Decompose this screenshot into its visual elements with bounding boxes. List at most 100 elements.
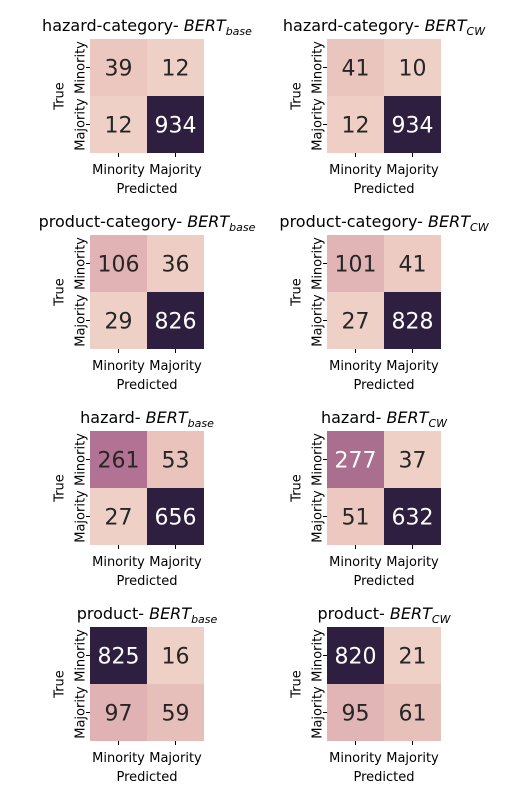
- cell-value-label: 41: [342, 57, 370, 82]
- cell-value-label: 37: [399, 449, 427, 474]
- heatmap-cell: [147, 292, 204, 349]
- chart-title: hazard-category- BERTbase: [42, 16, 252, 38]
- x-tick-label: Majority: [149, 555, 202, 570]
- chart-title: product-category- BERTbase: [39, 212, 256, 234]
- chart-title: hazard- BERTbase: [80, 408, 214, 430]
- heatmap-cell: [147, 39, 204, 96]
- cell-value-label: 12: [342, 114, 370, 139]
- heatmap-cell: [90, 488, 147, 545]
- cell-value-label: 12: [105, 114, 133, 139]
- y-tick-label: Majority: [311, 98, 326, 151]
- cell-value-label: 29: [105, 310, 133, 335]
- heatmap-cell: [384, 488, 441, 545]
- heatmap-cell: [147, 235, 204, 292]
- cell-value-label: 21: [399, 645, 427, 670]
- chart-title: product-category- BERTCW: [279, 212, 489, 234]
- x-axis-label: Predicted: [353, 770, 414, 785]
- x-tick-label: Majority: [149, 751, 202, 766]
- y-axis-label: True: [53, 278, 68, 307]
- heatmap-cell: [90, 431, 147, 488]
- cell-value-label: 97: [105, 702, 133, 727]
- heatmap-cell: [90, 627, 147, 684]
- heatmap-cell: [90, 684, 147, 741]
- title-prefix: hazard-: [321, 408, 386, 427]
- chart-title: product- BERTCW: [318, 604, 452, 626]
- title-model: BERT: [146, 408, 189, 427]
- title-prefix: hazard-: [80, 408, 145, 427]
- confusion-matrix-2: hazard-category- BERTCW 41 10 12 934 Minority…: [283, 16, 486, 197]
- title-model: BERT: [390, 604, 433, 623]
- y-tick-label: Minority: [74, 433, 89, 486]
- cell-value-label: 27: [342, 310, 370, 335]
- confusion-matrix-3: product-category- BERTbase 106 36 29 826 Mino…: [39, 212, 256, 393]
- cell-value-label: 10: [399, 57, 427, 82]
- x-tick-label: Minority: [92, 555, 145, 570]
- cell-value-label: 277: [335, 449, 377, 474]
- y-axis-label: True: [290, 278, 305, 307]
- cell-value-label: 632: [392, 506, 434, 531]
- heatmap-cell: [327, 96, 384, 153]
- x-tick-label: Majority: [149, 359, 202, 374]
- x-tick-label: Minority: [329, 751, 382, 766]
- y-tick-label: Majority: [74, 294, 89, 347]
- cell-value-label: 820: [335, 645, 377, 670]
- heatmap-cell: [147, 488, 204, 545]
- heatmap-cell: [327, 292, 384, 349]
- chart-title: hazard- BERTCW: [321, 408, 448, 430]
- title-prefix: product-category-: [39, 212, 188, 231]
- heatmap-cell: [147, 96, 204, 153]
- cell-value-label: 934: [155, 114, 197, 139]
- confusion-matrix-4: product-category- BERTCW 101 41 27 828 Minori…: [279, 212, 489, 393]
- heatmap-cell: [90, 39, 147, 96]
- heatmap-cell: [90, 235, 147, 292]
- x-tick-label: Majority: [149, 163, 202, 178]
- title-model: BERT: [187, 212, 230, 231]
- title-model: BERT: [428, 212, 471, 231]
- x-tick-label: Minority: [329, 359, 382, 374]
- title-subscript: CW: [467, 25, 487, 38]
- x-axis-label: Predicted: [353, 182, 414, 197]
- cell-value-label: 934: [392, 114, 434, 139]
- x-tick-label: Majority: [386, 359, 439, 374]
- heatmap-cell: [327, 684, 384, 741]
- title-prefix: hazard-category-: [42, 16, 184, 35]
- x-axis-label: Predicted: [116, 182, 177, 197]
- heatmap-cell: [384, 39, 441, 96]
- heatmap-cell: [384, 627, 441, 684]
- chart-title: product- BERTbase: [77, 604, 218, 626]
- y-tick-label: Majority: [311, 294, 326, 347]
- cell-value-label: 95: [342, 702, 370, 727]
- confusion-matrix-1: hazard-category- BERTbase 39 12 12 934 Minori…: [42, 16, 252, 197]
- heatmap-cell: [327, 39, 384, 96]
- x-axis-label: Predicted: [353, 574, 414, 589]
- y-axis-label: True: [53, 82, 68, 111]
- heatmap-cell: [384, 96, 441, 153]
- x-tick-label: Minority: [92, 163, 145, 178]
- cell-value-label: 59: [162, 702, 190, 727]
- heatmap-cell: [384, 684, 441, 741]
- cell-value-label: 828: [392, 310, 434, 335]
- title-prefix: product-: [77, 604, 149, 623]
- title-prefix: product-category-: [279, 212, 428, 231]
- title-subscript: CW: [470, 221, 490, 234]
- title-subscript: base: [226, 25, 252, 38]
- y-axis-label: True: [290, 670, 305, 699]
- chart-title: hazard-category- BERTCW: [283, 16, 486, 38]
- title-subscript: base: [229, 221, 255, 234]
- cell-value-label: 16: [162, 645, 190, 670]
- cell-value-label: 261: [98, 449, 140, 474]
- y-axis-label: True: [53, 474, 68, 503]
- cell-value-label: 27: [105, 506, 133, 531]
- heatmap-cell: [147, 431, 204, 488]
- cell-value-label: 826: [155, 310, 197, 335]
- title-model: BERT: [425, 16, 468, 35]
- heatmap-cell: [90, 96, 147, 153]
- y-tick-label: Minority: [311, 41, 326, 94]
- heatmap-cell: [147, 627, 204, 684]
- x-tick-label: Minority: [92, 751, 145, 766]
- x-tick-label: Majority: [386, 555, 439, 570]
- heatmap-cell: [327, 431, 384, 488]
- y-tick-label: Majority: [74, 98, 89, 151]
